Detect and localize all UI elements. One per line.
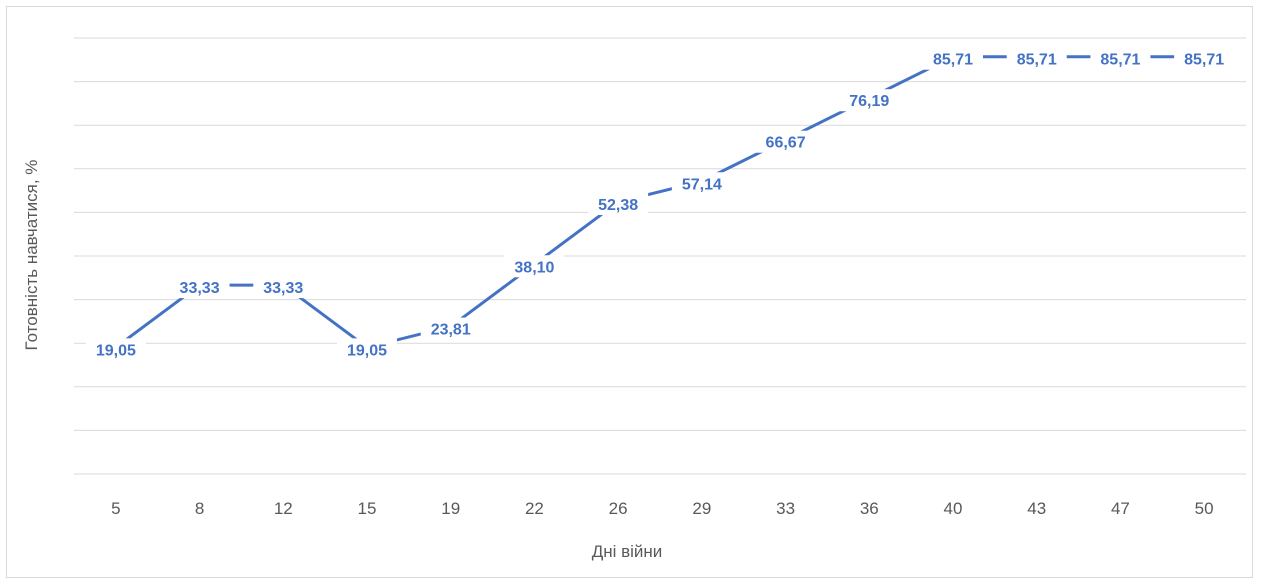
- data-label: 85,71: [933, 52, 973, 69]
- data-label-background: [85, 338, 146, 361]
- x-tick-label: 5: [111, 499, 120, 518]
- x-tick-label: 15: [358, 499, 377, 518]
- data-label: 57,14: [682, 176, 722, 193]
- x-tick-label: 29: [692, 499, 711, 518]
- data-label-background: [504, 255, 565, 278]
- data-point-label-group: 19,05: [337, 338, 397, 361]
- data-label-background: [420, 317, 481, 340]
- x-tick-label: 43: [1027, 499, 1046, 518]
- gridlines: [74, 37, 1246, 475]
- data-label: 85,71: [1184, 52, 1224, 69]
- x-tick-label: 50: [1195, 499, 1214, 518]
- data-labels: 19,05 33,33 33,33 19,05 23,81 38,10 52,38 57,14…: [85, 47, 1235, 361]
- x-tick-label: 22: [525, 499, 544, 518]
- data-label: 85,71: [1017, 52, 1057, 69]
- data-point-label-group: 19,05: [85, 338, 146, 361]
- x-axis-title: Дні війни: [592, 542, 663, 561]
- data-label-background: [1090, 47, 1151, 70]
- data-point-label-group: 85,71: [1174, 47, 1235, 70]
- data-point-label-group: 52,38: [588, 193, 649, 216]
- data-label-background: [923, 47, 983, 70]
- x-axis-ticks: 5 8 12 15 19 22 26 29 33 36 40 43 47 50: [111, 499, 1213, 518]
- data-label: 33,33: [180, 280, 220, 297]
- data-point-label-group: 23,81: [420, 317, 481, 340]
- data-label: 52,38: [598, 197, 638, 214]
- data-label-background: [253, 276, 314, 299]
- data-point-label-group: 85,71: [1090, 47, 1151, 70]
- data-label: 23,81: [431, 322, 471, 339]
- data-label: 85,71: [1100, 52, 1140, 69]
- x-tick-label: 36: [860, 499, 879, 518]
- x-tick-label: 47: [1111, 499, 1130, 518]
- data-point-label-group: 33,33: [169, 276, 230, 299]
- data-label: 33,33: [263, 280, 303, 297]
- data-label: 76,19: [849, 93, 889, 110]
- data-label-background: [337, 338, 397, 361]
- data-point-label-group: 76,19: [839, 89, 900, 112]
- data-label-background: [1174, 47, 1235, 70]
- data-point-label-group: 66,67: [755, 130, 816, 153]
- x-tick-label: 12: [274, 499, 293, 518]
- data-label-background: [1006, 47, 1067, 70]
- x-tick-label: 19: [441, 499, 460, 518]
- data-label: 38,10: [514, 259, 554, 276]
- data-point-label-group: 33,33: [253, 276, 314, 299]
- series-line-group: [114, 55, 1206, 349]
- data-point-label-group: 57,14: [671, 172, 732, 195]
- data-label-background: [671, 172, 732, 195]
- y-axis-title: Готовність навчатися, %: [22, 160, 41, 351]
- data-point-label-group: 38,10: [504, 255, 565, 278]
- data-label-background: [588, 193, 649, 216]
- data-label: 66,67: [766, 135, 806, 152]
- data-label-background: [169, 276, 230, 299]
- data-label: 19,05: [347, 342, 387, 359]
- x-tick-label: 40: [944, 499, 963, 518]
- data-label-background: [755, 130, 816, 153]
- data-label: 19,05: [96, 342, 136, 359]
- data-label-background: [839, 89, 900, 112]
- x-tick-label: 8: [195, 499, 204, 518]
- data-point-label-group: 85,71: [1006, 47, 1067, 70]
- x-tick-label: 26: [609, 499, 628, 518]
- data-point-label-group: 85,71: [923, 47, 983, 70]
- x-tick-label: 33: [776, 499, 795, 518]
